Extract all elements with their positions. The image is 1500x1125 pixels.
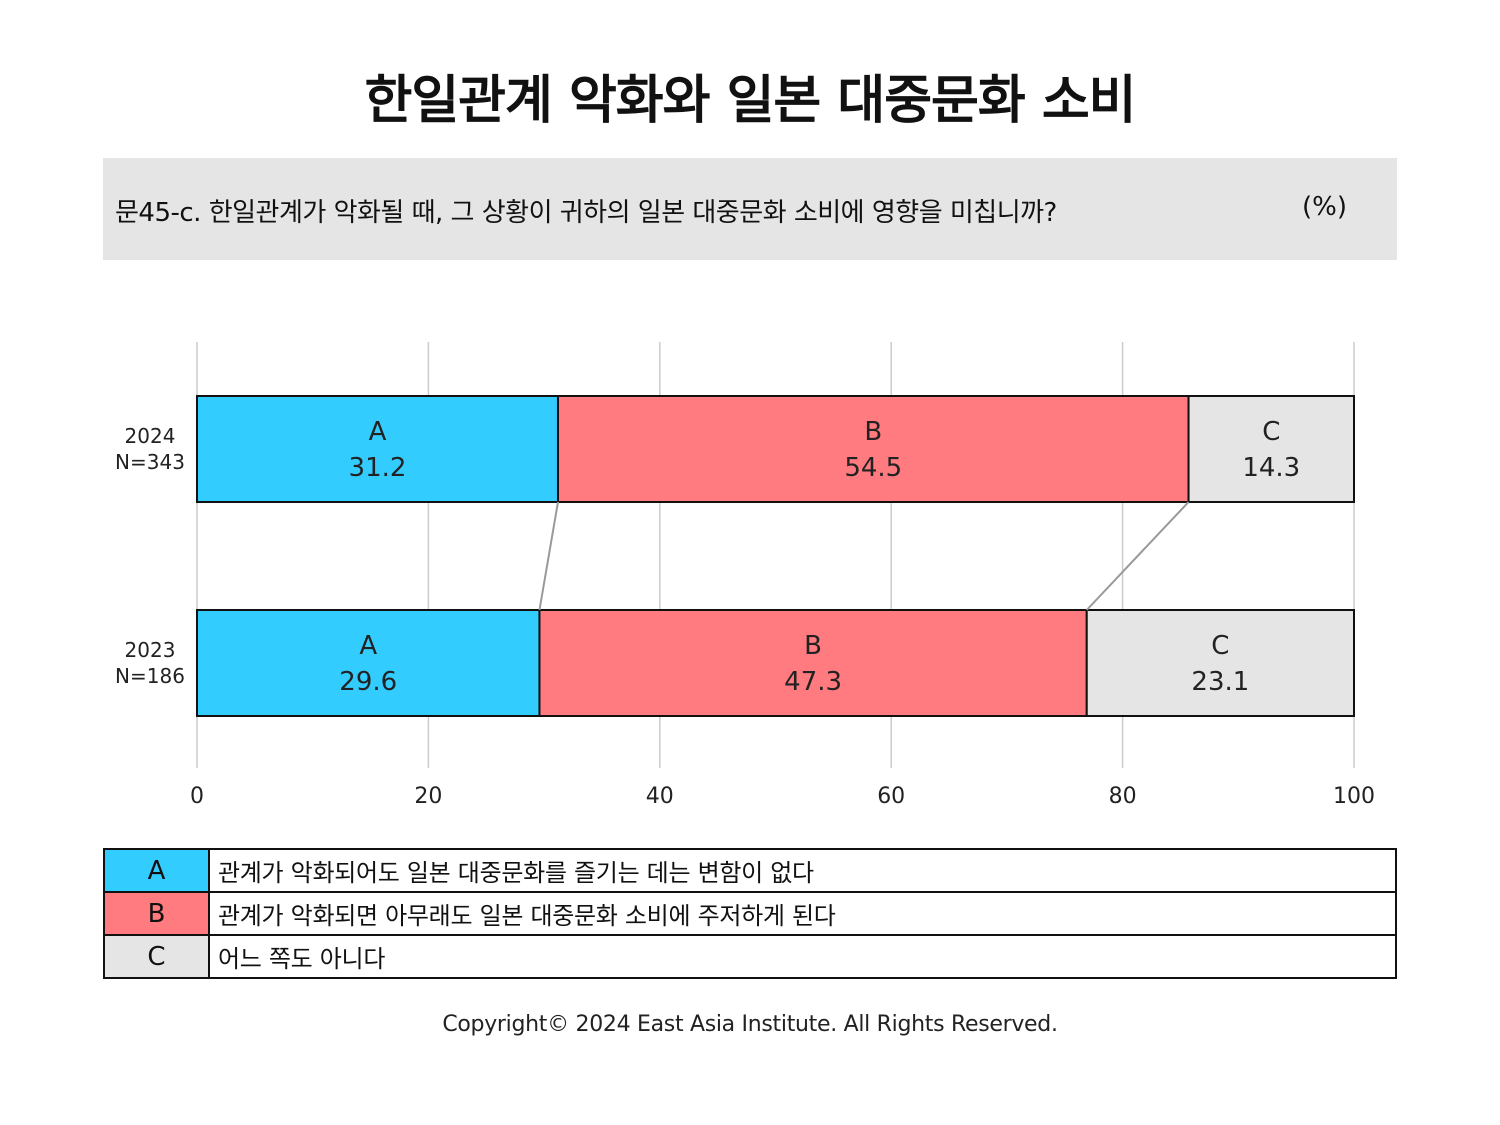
- x-tick-label: 0: [190, 784, 204, 809]
- category-n-label: N=186: [115, 664, 185, 688]
- bar-segment-a: [196, 609, 541, 717]
- bar-segment-b: [556, 395, 1190, 503]
- segment-value-label: 54.5: [844, 453, 902, 483]
- legend-text-a: 관계가 악화되어도 일본 대중문화를 즐기는 데는 변함이 없다: [208, 848, 1397, 893]
- copyright-text: Copyright© 2024 East Asia Institute. All…: [442, 1012, 1058, 1037]
- legend-row-b: B 관계가 악화되면 아무래도 일본 대중문화 소비에 주저하게 된다: [103, 891, 1397, 936]
- unit-label: (%): [1302, 192, 1347, 222]
- x-tick-label: 40: [646, 784, 674, 809]
- bar-segment-a: [196, 395, 559, 503]
- legend-row-c: C 어느 쪽도 아니다: [103, 934, 1397, 979]
- segment-series-label: A: [369, 417, 387, 447]
- legend-row-a: A 관계가 악화되어도 일본 대중문화를 즐기는 데는 변함이 없다: [103, 848, 1397, 893]
- segment-value-label: 23.1: [1191, 667, 1249, 697]
- legend-table: A 관계가 악화되어도 일본 대중문화를 즐기는 데는 변함이 없다 B 관계가…: [103, 848, 1397, 979]
- category-n-label: N=343: [115, 450, 185, 474]
- segment-value-label: 47.3: [784, 667, 842, 697]
- question-text: 문45-c. 한일관계가 악화될 때, 그 상황이 귀하의 일본 대중문화 소비…: [115, 198, 1057, 228]
- question-box: 문45-c. 한일관계가 악화될 때, 그 상황이 귀하의 일본 대중문화 소비…: [103, 158, 1397, 260]
- legend-text-b: 관계가 악화되면 아무래도 일본 대중문화 소비에 주저하게 된다: [208, 891, 1397, 936]
- bar-segment-b: [538, 609, 1088, 717]
- legend-text-c: 어느 쪽도 아니다: [208, 934, 1397, 979]
- legend-key-b: B: [103, 891, 210, 936]
- segment-series-label: B: [864, 417, 882, 447]
- category-year-label: 2024: [125, 424, 176, 448]
- x-tick-label: 80: [1109, 784, 1137, 809]
- segment-value-label: 31.2: [349, 453, 407, 483]
- segment-value-label: 29.6: [339, 667, 397, 697]
- bar-segment-c: [1085, 609, 1356, 717]
- segment-series-label: A: [359, 631, 377, 661]
- bar-segment-c: [1187, 395, 1355, 503]
- legend-key-c: C: [103, 934, 210, 979]
- x-tick-label: 100: [1333, 784, 1375, 809]
- connector-line: [1086, 501, 1190, 611]
- chart-title: 한일관계 악화와 일본 대중문화 소비: [364, 71, 1136, 131]
- segment-series-label: C: [1211, 631, 1229, 661]
- connector-line: [538, 501, 559, 611]
- segment-series-label: B: [804, 631, 822, 661]
- segment-series-label: C: [1262, 417, 1280, 447]
- segment-value-label: 14.3: [1242, 453, 1300, 483]
- category-year-label: 2023: [125, 638, 176, 662]
- x-tick-label: 20: [414, 784, 442, 809]
- legend-key-a: A: [103, 848, 210, 893]
- x-tick-label: 60: [877, 784, 905, 809]
